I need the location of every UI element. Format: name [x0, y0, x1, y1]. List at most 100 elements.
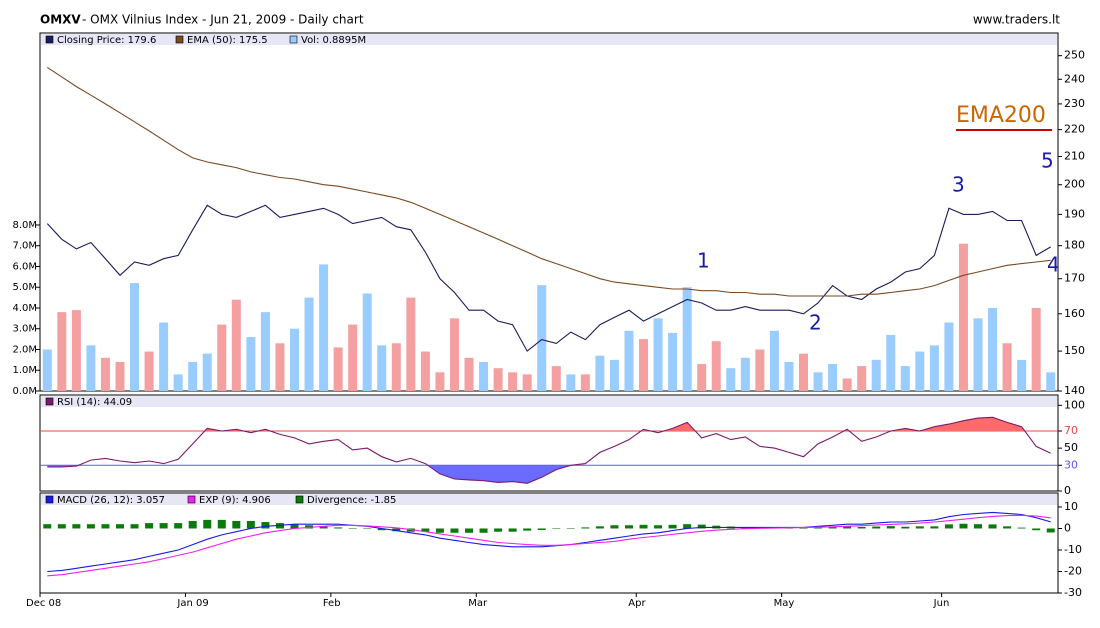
- legend-swatch: [45, 35, 54, 44]
- bar: [697, 364, 707, 391]
- bar: [377, 345, 387, 391]
- y-tick-label: 140: [1064, 384, 1085, 397]
- bar: [740, 357, 750, 391]
- bar: [333, 347, 343, 391]
- bar: [261, 522, 270, 529]
- y2-tick-label: 1.0M: [12, 365, 37, 376]
- series-line: [47, 416, 1051, 484]
- bar: [566, 528, 575, 529]
- bar: [130, 524, 139, 529]
- y2-tick-label: 4.0M: [12, 303, 37, 314]
- legend-strip: [41, 494, 1057, 505]
- bar: [479, 528, 488, 533]
- y-tick-label: 0: [1064, 521, 1071, 534]
- bar: [493, 368, 503, 391]
- panel-frame: [39, 394, 1059, 492]
- bar: [872, 526, 881, 529]
- bar: [101, 524, 110, 529]
- bar: [362, 293, 372, 391]
- bar: [275, 343, 285, 391]
- y2-tick-label: 3.0M: [12, 324, 37, 335]
- bar: [973, 318, 983, 391]
- annotation: EMA200: [956, 103, 1046, 128]
- bar: [188, 520, 197, 529]
- bar: [159, 322, 169, 391]
- bar: [289, 328, 300, 391]
- y-tick-label: 230: [1064, 97, 1085, 110]
- bar: [1046, 528, 1055, 533]
- bar: [988, 524, 997, 529]
- y2-tick-label: 6.0M: [12, 261, 37, 272]
- bar: [595, 355, 605, 391]
- bar: [639, 339, 649, 391]
- bar: [654, 525, 663, 529]
- x-tick-label: Jan 09: [176, 598, 208, 609]
- bar: [915, 351, 925, 391]
- y-tick-label: 200: [1064, 178, 1085, 191]
- bar: [755, 349, 765, 391]
- bar: [449, 318, 459, 391]
- bar: [290, 524, 299, 529]
- bar: [391, 343, 401, 391]
- bar: [174, 523, 183, 529]
- bar: [202, 353, 212, 391]
- y-tick-label: 220: [1064, 123, 1085, 136]
- bar: [115, 361, 125, 391]
- bar: [537, 528, 546, 530]
- y2-tick-label: 7.0M: [12, 241, 37, 252]
- legend-label: MACD (26, 12): 3.057: [57, 495, 165, 506]
- bar: [377, 528, 386, 531]
- bar: [159, 523, 168, 529]
- bar: [86, 345, 96, 391]
- bar: [828, 364, 838, 391]
- bar: [304, 297, 314, 391]
- bar: [683, 524, 692, 529]
- bar: [988, 307, 998, 391]
- bar: [697, 524, 706, 529]
- bar: [232, 520, 241, 529]
- y-tick-label: 70: [1064, 424, 1078, 437]
- y2-tick-label: 5.0M: [12, 282, 37, 293]
- bar: [915, 526, 924, 529]
- y-tick-label: 190: [1064, 207, 1085, 220]
- bar: [348, 324, 358, 391]
- bar: [217, 519, 226, 529]
- bar: [145, 523, 154, 529]
- bar: [799, 528, 808, 529]
- bar: [610, 525, 619, 529]
- legend-label: Closing Price: 179.6: [57, 35, 156, 46]
- bar: [566, 374, 576, 391]
- bar: [494, 528, 503, 532]
- bar: [784, 361, 794, 391]
- y2-tick-label: 8.0M: [12, 220, 37, 231]
- bar: [842, 378, 852, 391]
- bar: [814, 527, 823, 529]
- bar: [886, 526, 895, 529]
- bar: [843, 526, 852, 529]
- bar: [624, 525, 633, 529]
- bar: [1031, 307, 1041, 391]
- bar: [551, 366, 561, 391]
- bar: [173, 374, 183, 391]
- bar: [72, 524, 81, 529]
- bar: [43, 524, 52, 529]
- bar: [958, 243, 968, 391]
- bar: [231, 299, 241, 391]
- y-tick-label: 30: [1064, 458, 1078, 471]
- legend-label: EXP (9): 4.906: [199, 495, 271, 506]
- bar: [479, 361, 489, 391]
- y-tick-label: -30: [1064, 586, 1082, 599]
- bar: [537, 285, 547, 391]
- y2-tick-label: 0.0M: [12, 386, 37, 397]
- bar: [609, 359, 619, 391]
- bar: [508, 372, 518, 391]
- bar: [71, 310, 81, 391]
- bar: [711, 341, 721, 391]
- bar: [144, 351, 154, 391]
- bar: [435, 372, 445, 391]
- legend-strip: [41, 34, 1057, 45]
- bar: [1002, 343, 1012, 391]
- bar: [974, 524, 983, 529]
- bar: [871, 359, 881, 391]
- series-line: [46, 204, 1051, 352]
